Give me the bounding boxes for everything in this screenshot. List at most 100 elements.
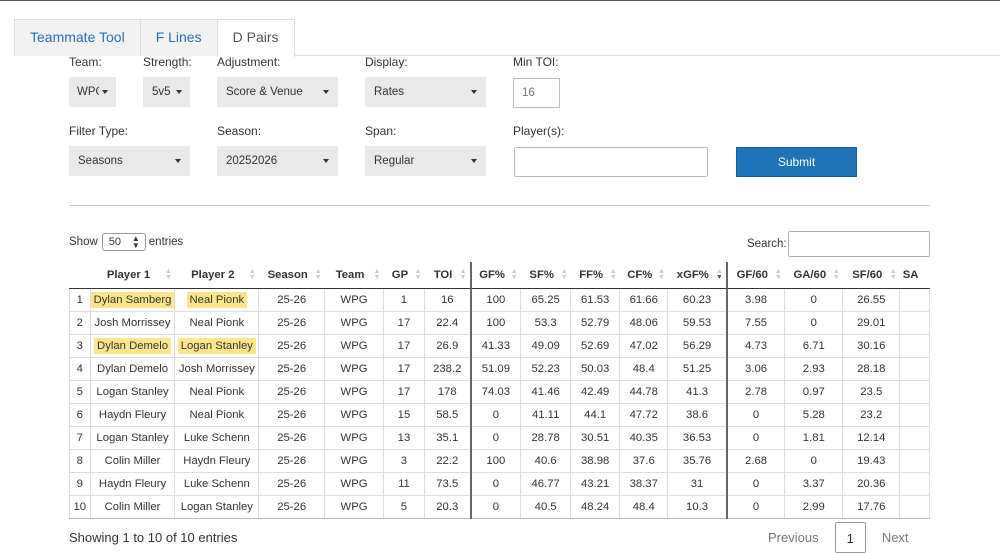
table-cell: 25-26 (258, 449, 326, 474)
table-cell: 12.14 (842, 426, 901, 451)
table-cell: 20.36 (842, 472, 901, 497)
table-cell: WPG (324, 403, 384, 428)
cell-value: 22.4 (436, 316, 459, 329)
table-cell: WPG (324, 334, 384, 358)
table-body: 1 Dylan Samberg Neal Pionk 25-26 WPG 1 16 100 65… (69, 288, 930, 520)
cell-value: 30.16 (857, 339, 886, 352)
submit-button[interactable]: Submit (736, 147, 857, 177)
cell-value: 16 (440, 293, 454, 306)
cell-value: 48.24 (581, 501, 610, 514)
table-cell: 40.6 (520, 449, 572, 474)
column-header[interactable]: SA (899, 262, 930, 289)
column-header[interactable]: Player 1 ▲ ▼ (90, 262, 175, 289)
table-cell: WPG (324, 426, 384, 451)
page-1-button[interactable]: 1 (834, 522, 866, 553)
min-toi-input[interactable]: 16 (513, 78, 560, 108)
cell-value: 30.51 (581, 432, 610, 445)
cell-value: 0 (492, 478, 499, 491)
adjustment-select[interactable]: Score & Venue (217, 77, 338, 107)
cell-value: 35.76 (682, 455, 712, 468)
tab-d-pairs[interactable]: D Pairs (216, 19, 295, 57)
tab-teammate-tool[interactable]: Teammate Tool (14, 19, 141, 56)
table-cell: 0 (784, 311, 844, 335)
chevron-down-icon (471, 90, 477, 94)
column-header[interactable]: GA/60 ▲ ▼ (784, 262, 843, 289)
sort-icon: ▲ ▼ (715, 268, 723, 281)
table-cell: Josh Morrissey (90, 311, 176, 335)
table-cell: 50.03 (570, 357, 621, 381)
table-cell: 0 (470, 495, 522, 520)
table-cell: 19.43 (842, 449, 901, 474)
cell-value: 26.55 (857, 293, 886, 306)
column-header[interactable]: GP ▲ ▼ (383, 262, 425, 289)
cell-value: 46.77 (531, 478, 560, 491)
tabs-underline (14, 55, 1000, 56)
entries-select-value: 50 (108, 236, 122, 248)
table-cell: 40.5 (520, 495, 572, 520)
cell-value: 40.35 (629, 432, 658, 445)
search-label: Search: (747, 238, 787, 250)
table-cell: Colin Miller (90, 495, 176, 520)
cell-value: 61.66 (629, 293, 658, 306)
team-select[interactable]: WPG (69, 77, 116, 107)
column-header-label: Player 2 (191, 268, 235, 281)
table-cell: WPG (324, 472, 384, 497)
filter-type-select[interactable]: Seasons (69, 146, 190, 176)
table-cell: 16 (424, 288, 472, 312)
cell-value: 19.43 (857, 455, 886, 468)
cell-value: 7.55 (745, 316, 768, 329)
entries-select[interactable]: 50 ▲ ▼ (101, 233, 146, 251)
table-cell: 100 (470, 288, 522, 312)
column-header[interactable]: SF% ▲ ▼ (520, 262, 571, 289)
table-cell: 6 (69, 403, 91, 428)
season-select[interactable]: 20252026 (217, 146, 338, 176)
previous-page-button[interactable]: Previous (768, 530, 819, 545)
cell-value: 2.78 (745, 385, 768, 398)
table-cell: 0 (726, 495, 786, 520)
table-cell: 1.81 (784, 426, 844, 451)
cell-value: 58.5 (436, 409, 459, 422)
column-header[interactable]: CF% ▲ ▼ (619, 262, 668, 289)
column-header-label: GP (391, 268, 409, 281)
cell-value: Logan Stanley (180, 501, 253, 514)
cell-value: 40.5 (534, 501, 557, 514)
cell-value: Haydn Fleury (98, 478, 167, 491)
cell-value: 31 (690, 478, 704, 491)
table-cell: 56.29 (667, 334, 728, 358)
column-header[interactable]: FF% ▲ ▼ (570, 262, 620, 289)
cell-value: 56.29 (682, 339, 712, 352)
display-select[interactable]: Rates (365, 77, 486, 107)
table-cell (899, 288, 930, 312)
table-cell: 25-26 (258, 334, 326, 358)
column-header[interactable]: TOI ▲ ▼ (424, 262, 472, 289)
table-cell: WPG (324, 380, 384, 404)
tab-f-lines[interactable]: F Lines (139, 19, 218, 56)
players-label: Player(s): (513, 124, 565, 138)
table-cell: 10 (69, 495, 91, 520)
table-cell: 178 (424, 380, 472, 404)
table-cell: 74.03 (470, 380, 522, 404)
column-header[interactable]: Player 2 ▲ ▼ (174, 262, 259, 289)
strength-select[interactable]: 5v5 (143, 77, 190, 107)
table-cell: 3.98 (726, 288, 786, 312)
table-cell: 17 (383, 334, 425, 358)
players-input[interactable] (514, 147, 708, 177)
table-cell: Neal Pionk (174, 380, 260, 404)
column-header[interactable]: GF/60 ▲ ▼ (726, 262, 785, 289)
cell-value: Neal Pionk (189, 385, 245, 398)
column-header[interactable]: Season ▲ ▼ (258, 262, 325, 289)
span-select[interactable]: Regular (365, 146, 486, 176)
next-page-button[interactable]: Next (881, 530, 909, 545)
column-header[interactable]: xGF% ▲ ▼ (667, 262, 728, 289)
table-cell: 22.2 (424, 449, 472, 474)
search-input[interactable] (788, 231, 930, 257)
column-header[interactable]: Team ▲ ▼ (324, 262, 384, 289)
cell-value: Luke Schenn (183, 478, 250, 491)
cell-value: 25-26 (277, 385, 307, 398)
sort-icon: ▲ ▼ (889, 268, 897, 281)
cell-value: 48.06 (629, 316, 658, 329)
sort-icon: ▲ ▼ (832, 268, 840, 281)
column-header[interactable]: SF/60 ▲ ▼ (842, 262, 900, 289)
column-header[interactable]: GF% ▲ ▼ (470, 262, 521, 289)
chevron-down-icon (175, 159, 181, 163)
